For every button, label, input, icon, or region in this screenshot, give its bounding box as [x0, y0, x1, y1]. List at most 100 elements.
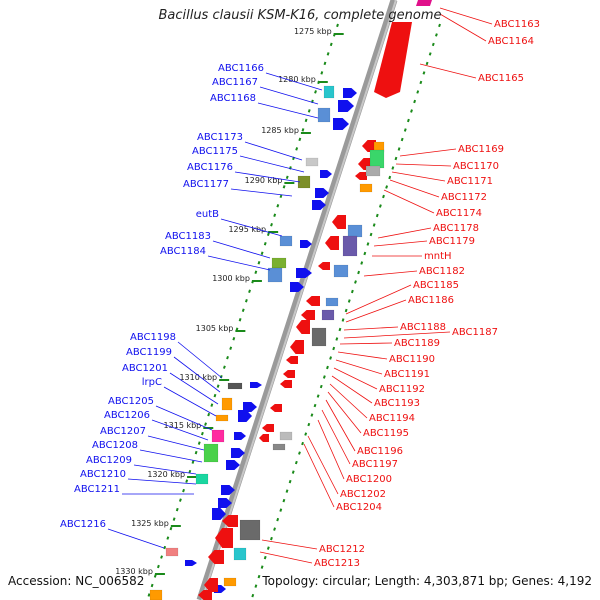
gene-label-right: ABC1163: [494, 19, 540, 30]
gene-label-left: ABC1206: [104, 410, 150, 421]
left-label-leader: [265, 72, 323, 91]
left-label-leader: [220, 218, 283, 237]
forward-gene-block: [271, 257, 287, 269]
reverse-gene-arrow: [318, 262, 330, 270]
gene-label-left: ABC1205: [108, 396, 154, 407]
right-label-leader: [325, 399, 356, 452]
reverse-gene-block: [347, 224, 363, 238]
gene-label-right: ABC1164: [488, 36, 534, 47]
gene-label-left: ABC1173: [197, 132, 243, 143]
right-label-leader: [327, 391, 362, 434]
gene-label-left: ABC1201: [122, 363, 168, 374]
reverse-gene-block: [325, 297, 339, 307]
reverse-gene-arrow: [259, 434, 269, 442]
reverse-gene-block: [365, 165, 381, 177]
right-label-leader: [419, 63, 477, 79]
reverse-gene-arrow: [262, 424, 274, 432]
forward-gene-block: [203, 443, 219, 463]
left-label-leader: [163, 386, 217, 417]
ruler-tick-label: 1300 kbp: [212, 274, 250, 283]
forward-gene-block: [305, 157, 319, 167]
gene-label-right: ABC1192: [379, 384, 425, 395]
forward-gene-arrow: [212, 508, 226, 520]
right-label-leader: [343, 326, 399, 331]
gene-label-left: ABC1207: [100, 426, 146, 437]
right-label-leader: [259, 551, 313, 564]
right-label-leader: [343, 331, 451, 339]
forward-gene-block: [279, 235, 293, 247]
right-label-leader: [317, 419, 345, 480]
gene-label-left: ABC1184: [160, 246, 206, 257]
right-label-leader: [331, 375, 373, 404]
reverse-gene-arrow: [296, 320, 310, 334]
forward-gene-arrow: [221, 485, 235, 495]
forward-gene-arrow: [312, 200, 326, 210]
forward-gene-arrow: [250, 382, 262, 388]
gene-label-right: ABC1186: [408, 295, 454, 306]
reverse-gene-block: [369, 149, 385, 169]
gene-label-right: ABC1213: [314, 558, 360, 569]
reverse-gene-block: [311, 327, 327, 347]
gene-label-left: ABC1167: [212, 77, 258, 88]
right-label-leader: [261, 539, 318, 550]
forward-gene-block: [317, 107, 331, 123]
ruler-tick-label: 1315 kbp: [164, 421, 202, 430]
right-label-leader: [373, 240, 428, 247]
large-reverse-gene: [374, 22, 412, 98]
forward-gene-arrow: [231, 448, 245, 458]
right-label-leader: [303, 443, 335, 508]
right-label-leader: [389, 179, 440, 198]
right-label-leader: [335, 359, 383, 375]
gene-label-right: ABC1196: [357, 446, 403, 457]
forward-gene-block: [165, 547, 179, 557]
gene-label-right: ABC1185: [413, 280, 459, 291]
reverse-gene-block: [233, 547, 247, 561]
forward-gene-arrow: [218, 498, 232, 508]
left-label-leader: [230, 188, 293, 197]
left-label-leader: [234, 171, 301, 183]
reverse-gene-arrow: [325, 236, 339, 250]
forward-gene-block: [149, 589, 163, 600]
gene-label-right: ABC1172: [441, 192, 487, 203]
ruler-tick-label: 1330 kbp: [115, 567, 153, 576]
gene-label-right: ABC1204: [336, 502, 382, 513]
reverse-gene-block: [272, 443, 286, 451]
reverse-gene-arrow: [332, 215, 346, 229]
forward-gene-arrow: [343, 88, 357, 98]
map-title: Bacillus clausii KSM-K16, complete genom…: [158, 8, 442, 23]
reverse-gene-block: [223, 577, 237, 587]
right-label-leader: [307, 435, 339, 495]
left-label-leader: [207, 255, 271, 271]
right-ruler-track: [251, 23, 441, 599]
backbone-highlight: [201, 0, 397, 600]
left-label-leader: [177, 341, 223, 379]
gene-label-left: ABC1209: [86, 455, 132, 466]
genome-backbone: [196, 0, 398, 600]
gene-label-left: eutB: [196, 209, 219, 220]
right-label-leader: [345, 284, 412, 315]
left-label-leader: [259, 86, 319, 105]
right-label-leader: [345, 299, 407, 323]
right-label-leader: [383, 189, 435, 214]
reverse-gene-arrow: [222, 515, 238, 527]
forward-gene-arrow: [300, 240, 312, 248]
ruler-ticks: 1275 kbp 1280 kbp 1285 kbp 1290 kbp 1295 kbp…: [115, 27, 344, 576]
reverse-gene-block: [342, 235, 358, 257]
left-label-leader: [212, 240, 271, 259]
forward-gene-block: [221, 397, 233, 411]
left-label-leader: [169, 372, 219, 405]
gene-label-right: ABC1174: [436, 208, 482, 219]
forward-gene-arrow: [234, 432, 246, 440]
gene-label-right: ABC1202: [340, 489, 386, 500]
reverse-gene-arrow: [283, 370, 295, 378]
reverse-gene-arrow: [306, 296, 320, 306]
gene-label-left: ABC1183: [165, 231, 211, 242]
forward-gene-arrow: [320, 170, 332, 178]
gene-labels: ABC1166 ABC1167 ABC1168 ABC1173 ABC1175 ABC11…: [60, 19, 540, 569]
forward-gene-block: [195, 473, 209, 485]
ruler-tick-label: 1325 kbp: [131, 519, 169, 528]
forward-gene-arrow: [296, 268, 312, 278]
gene-label-left: ABC1168: [210, 93, 256, 104]
forward-gene-block: [323, 85, 335, 99]
